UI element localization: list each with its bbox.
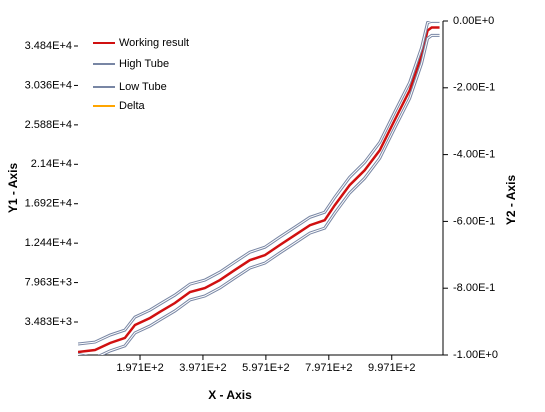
- y2-axis-title: Y2 - Axis: [504, 175, 518, 226]
- y2-tick-label: 0.00E+0: [453, 15, 494, 27]
- legend-label: Delta: [119, 100, 146, 112]
- y2-tick-label: -1.00E+0: [453, 349, 498, 361]
- legend-label: Low Tube: [119, 81, 167, 93]
- series-line-core: [78, 21, 440, 345]
- series-line-core: [78, 34, 440, 355]
- y-tick-label: 2.14E+4: [31, 158, 72, 170]
- x-axis-title: X - Axis: [208, 388, 252, 402]
- y-tick-label: 3.484E+4: [25, 40, 72, 52]
- y2-tick-label: -6.00E-1: [453, 215, 495, 227]
- legend-label: High Tube: [119, 58, 169, 70]
- legend-label: Working result: [119, 37, 189, 49]
- x-tick-label: 5.971E+2: [242, 362, 289, 374]
- y-tick-label: 3.036E+4: [25, 79, 72, 91]
- y-tick-label: 1.692E+4: [25, 198, 72, 210]
- x-tick-label: 3.971E+2: [179, 362, 226, 374]
- x-tick-label: 7.971E+2: [305, 362, 352, 374]
- series-line: [78, 26, 440, 354]
- x-tick-label: 9.971E+2: [368, 362, 415, 374]
- plot-lines: [78, 21, 440, 355]
- y-tick-label: 1.244E+4: [25, 237, 72, 249]
- y2-tick-label: -8.00E-1: [453, 282, 495, 294]
- x-tick-label: 1.971E+2: [116, 362, 163, 374]
- y2-tick-label: -2.00E-1: [453, 82, 495, 94]
- y-tick-label: 3.483E+3: [25, 316, 72, 328]
- y-tick-label: 7.963E+3: [25, 276, 72, 288]
- y-axis-title: Y1 - Axis: [6, 163, 20, 214]
- y-tick-label: 2.588E+4: [25, 119, 72, 131]
- y2-tick-label: -4.00E-1: [453, 149, 495, 161]
